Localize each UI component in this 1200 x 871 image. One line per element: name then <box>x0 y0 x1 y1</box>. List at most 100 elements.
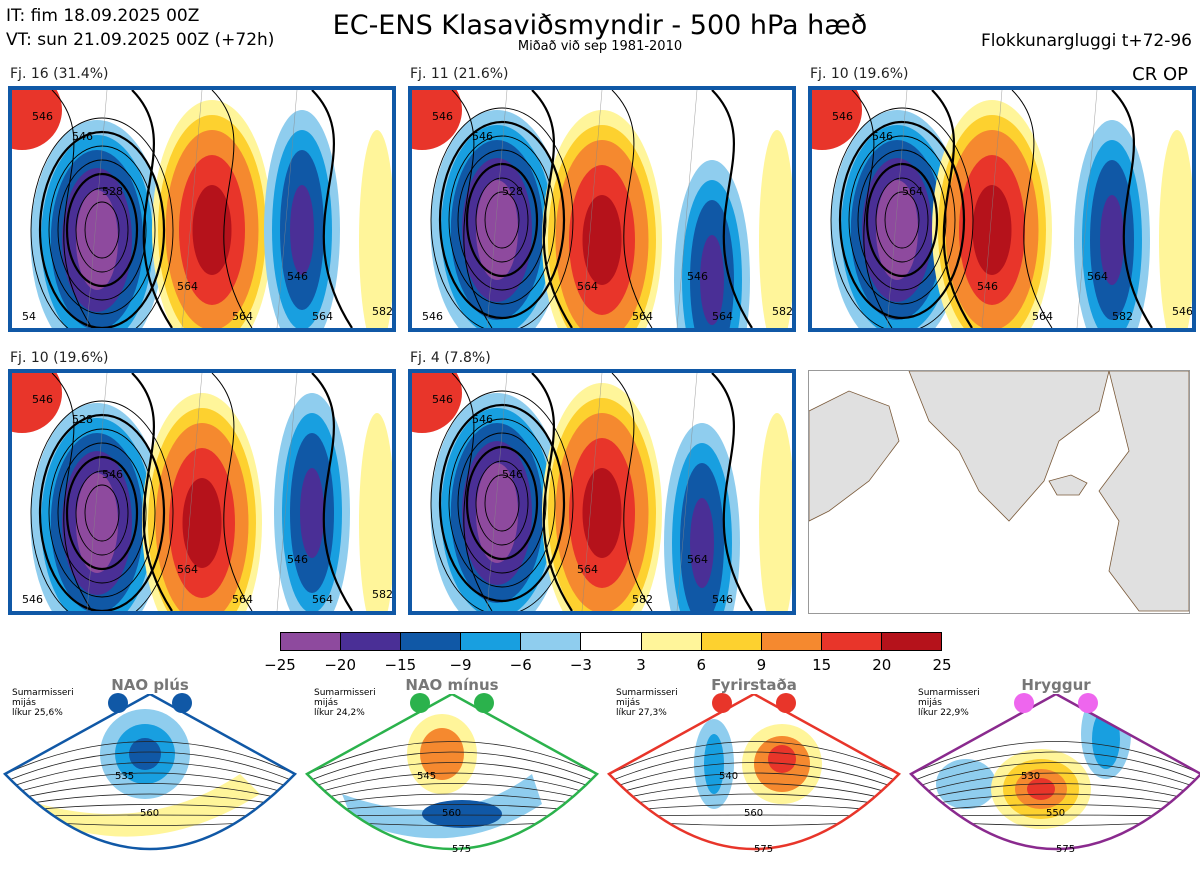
contour-label: 564 <box>232 593 253 606</box>
contour-label: 546 <box>502 468 523 481</box>
anomaly-low2-band <box>290 185 314 275</box>
height-contour <box>75 187 129 273</box>
contour-label: 546 <box>287 553 308 566</box>
anomaly-high-band <box>972 185 1012 275</box>
height-contour <box>838 120 966 320</box>
regime-map: 545 560 575 <box>304 694 600 855</box>
height-contour <box>318 772 586 793</box>
anomaly-low-band <box>476 180 518 280</box>
height-contour <box>30 400 174 611</box>
anomaly-high-band <box>182 478 222 568</box>
height-contour <box>612 751 896 781</box>
contour-label: 564 <box>577 280 598 293</box>
contour-label: 54 <box>22 310 36 323</box>
contour-label: 546 <box>102 468 123 481</box>
height-contour <box>438 120 566 320</box>
height-contour <box>938 814 1174 817</box>
contour-label: 546 <box>472 413 493 426</box>
height-contour <box>65 172 139 288</box>
init-time: IT: fim 18.09.2025 00Z <box>6 6 200 26</box>
regime-name: NAO mínus <box>405 676 499 694</box>
contour-label: 575 <box>1056 844 1075 855</box>
contour-label: 564 <box>902 185 923 198</box>
anomaly-high-band <box>192 185 232 275</box>
height-contour <box>1111 90 1153 328</box>
colorbar-segment <box>281 633 342 650</box>
height-contour <box>632 804 876 811</box>
anomaly-low2-band <box>700 235 724 325</box>
anomaly-high-band <box>582 195 622 285</box>
cluster-map-4: 546 528 546 564 546 564 564 582 546 <box>8 369 396 615</box>
page-subtitle: Miðað við sep 1981-2010 <box>517 39 683 54</box>
height-contour <box>330 804 574 811</box>
page-title: EC-ENS Klasaviðsmyndir - 500 hPa hæð <box>332 10 868 41</box>
contour-label: 546 <box>432 110 453 123</box>
height-contour <box>20 783 280 799</box>
contour-label: 564 <box>312 593 333 606</box>
height-contour <box>934 804 1178 811</box>
height-contour <box>926 783 1186 799</box>
height-contour <box>310 751 594 781</box>
height-contour <box>465 445 539 561</box>
height-contour <box>930 793 1182 805</box>
contour-label: 560 <box>442 808 461 819</box>
height-contour <box>922 772 1190 793</box>
regime-frame <box>2 694 298 851</box>
iceland-landmass <box>1048 474 1088 496</box>
colorbar <box>280 632 942 651</box>
height-contour <box>24 793 276 805</box>
height-contour <box>84 484 120 542</box>
colorbar-segment <box>821 633 882 650</box>
contour-label: 546 <box>32 393 53 406</box>
contour-label: 528 <box>72 413 93 426</box>
contour-label: 582 <box>772 305 792 318</box>
height-contour <box>51 90 93 328</box>
height-contour <box>48 145 156 315</box>
colorbar-tick-label: −20 <box>324 656 356 674</box>
anomaly-low-band <box>476 463 518 563</box>
panel-label-3: Fj. 10 (19.6%) <box>810 66 909 82</box>
anomaly-high-band <box>582 468 622 558</box>
height-contour <box>711 373 753 611</box>
height-contour <box>48 428 156 598</box>
regime-name: Hryggur <box>1021 676 1091 694</box>
contour-label: 582 <box>632 593 653 606</box>
height-contour <box>32 814 268 817</box>
contour-label: 564 <box>312 310 333 323</box>
height-contour <box>875 177 929 263</box>
colorbar-segment <box>701 633 762 650</box>
height-contour <box>884 191 920 249</box>
height-contour <box>636 814 872 817</box>
height-contour <box>38 413 166 611</box>
anomaly-low2-band <box>690 498 714 588</box>
colorbar-tick-label: −9 <box>449 656 472 674</box>
colorbar-tick-label: 9 <box>756 656 767 674</box>
height-contour <box>451 373 493 611</box>
height-contour <box>475 177 529 263</box>
contour-label: 546 <box>872 130 893 143</box>
height-contour <box>438 403 566 603</box>
height-contour <box>57 442 147 584</box>
colorbar-segment <box>761 633 822 650</box>
height-contour <box>322 783 582 799</box>
north-america-landmass <box>809 390 900 522</box>
height-contour <box>609 741 899 775</box>
height-contour <box>911 741 1200 775</box>
valid-time: VT: sun 21.09.2025 00Z (+72h) <box>6 30 275 50</box>
height-contour <box>918 762 1194 787</box>
contour-label: 546 <box>712 593 733 606</box>
contour-label: 582 <box>372 588 392 601</box>
contour-label: 564 <box>177 563 198 576</box>
greenland-landmass <box>908 371 1110 522</box>
contour-label: 564 <box>177 280 198 293</box>
regime-marker-dot <box>712 693 732 713</box>
contour-label: 582 <box>1112 310 1133 323</box>
contour-label: 528 <box>102 185 123 198</box>
colorbar-segment <box>341 633 402 650</box>
regime-info: Sumarmisseri mijás líkur 27,3% <box>616 688 678 718</box>
europe-landmass <box>1098 371 1189 612</box>
height-contour <box>57 159 147 301</box>
contour-label: 546 <box>1172 305 1192 318</box>
height-contour <box>616 762 892 787</box>
contour-label: 575 <box>754 844 773 855</box>
